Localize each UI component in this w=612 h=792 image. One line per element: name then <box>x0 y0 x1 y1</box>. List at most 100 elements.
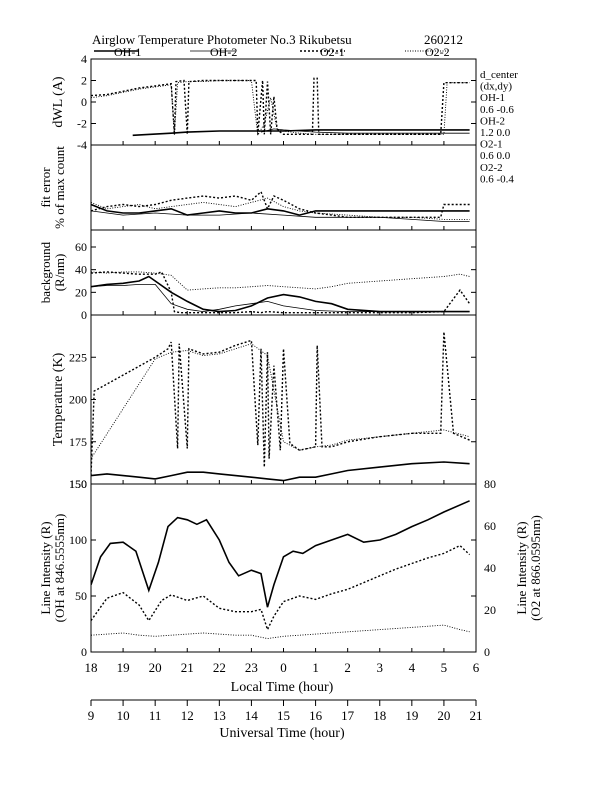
y-tick-label: 225 <box>69 350 87 364</box>
series-oh-1-line <box>91 203 470 216</box>
y-tick-label: -4 <box>77 138 87 152</box>
y-tick-label: 100 <box>69 533 87 547</box>
legend: OH-1 OH-2 O2-1 O2-2 <box>94 45 450 59</box>
series-o2-2-line <box>91 343 470 459</box>
local-time-tick-label: 22 <box>213 660 226 675</box>
panel-frame <box>90 483 477 653</box>
y-right-axis-label: (O2 at 866.0595nm) <box>528 515 543 621</box>
universal-time-label: Universal Time (hour) <box>219 726 345 741</box>
universal-time-tick-label: 11 <box>149 708 162 723</box>
figure-date-code: 260212 <box>424 32 463 47</box>
universal-time-tick-label: 13 <box>213 708 226 723</box>
universal-time-tick-label: 12 <box>181 708 194 723</box>
universal-time-tick-label: 20 <box>437 708 450 723</box>
local-time-tick-label: 4 <box>409 660 416 675</box>
legend-item-oh-2: OH-2 <box>190 45 237 59</box>
y-axis-label: % of max count <box>52 146 67 229</box>
local-time-tick-label: 23 <box>245 660 258 675</box>
legend-item-o2-1: O2-1 <box>300 45 345 59</box>
series-oh-1-line <box>91 275 470 313</box>
figure-title: Airglow Temperature Photometer No.3 Riku… <box>92 32 352 47</box>
universal-time-tick-label: 10 <box>117 708 130 723</box>
series-oh-2-line <box>91 283 470 313</box>
local-time-tick-label: 5 <box>441 660 448 675</box>
series-oh-1-line <box>91 461 470 482</box>
y-tick-label: 0 <box>81 645 87 659</box>
series-oh-1-line <box>132 129 470 137</box>
side-note-line: 0.6 0.0 <box>480 150 511 162</box>
universal-time-tick-label: 21 <box>470 708 483 723</box>
series-o2-1-line <box>91 331 470 476</box>
universal-time-tick-label: 16 <box>309 708 323 723</box>
side-note-line: 1.2 0.0 <box>480 127 511 139</box>
series-oh-1-line <box>91 500 470 608</box>
local-time-tick-label: 3 <box>377 660 384 675</box>
local-time-tick-label: 19 <box>117 660 130 675</box>
local-time-tick-label: 18 <box>85 660 98 675</box>
local-time-tick-label: 2 <box>344 660 351 675</box>
time-axes: 18 19 20 21 22 23 0 1 2 3 4 5 69 10 11 12 13 14 15 16 17 18 19… <box>85 660 483 723</box>
side-note-line: d_center <box>480 69 518 81</box>
panels: -4 -2 0 2 4 dWL (A) fit error% of max count 0 20… <box>38 52 543 659</box>
legend-label: OH-2 <box>210 45 237 59</box>
y-right-tick-label: 0 <box>484 645 490 659</box>
side-note-line: 0.6 -0.6 <box>480 104 514 116</box>
y-right-tick-label: 80 <box>484 477 496 491</box>
side-note-line: (dx,dy) <box>480 81 512 93</box>
y-tick-label: -2 <box>77 117 87 131</box>
y-tick-label: 150 <box>69 477 87 491</box>
side-note-line: 0.6 -0.4 <box>480 173 514 185</box>
series-o2-2-line <box>91 80 470 137</box>
legend-label: O2-1 <box>320 45 345 59</box>
legend-item-o2-2: O2-2 <box>405 45 450 59</box>
series-o2-2-line <box>91 624 470 640</box>
y-tick-label: 0 <box>81 95 87 109</box>
y-tick-label: 0 <box>81 308 87 322</box>
series-o2-2-line <box>91 197 470 220</box>
universal-time-tick-label: 18 <box>373 708 386 723</box>
legend-label: OH-1 <box>114 45 141 59</box>
y-tick-label: 4 <box>81 52 87 66</box>
legend-item-oh-1: OH-1 <box>94 45 141 59</box>
y-tick-label: 2 <box>81 74 87 88</box>
panel-dwl: -4 -2 0 2 4 dWL (A) <box>51 52 477 152</box>
y-right-tick-label: 20 <box>484 603 496 617</box>
series-o2-1-line <box>91 271 471 314</box>
y-axis-label: background <box>38 241 53 303</box>
universal-time-tick-label: 14 <box>245 708 259 723</box>
y-axis-label: (OH at 846.5555nm) <box>52 514 67 623</box>
y-tick-label: 200 <box>69 393 87 407</box>
local-time-label: Local Time (hour) <box>231 680 334 695</box>
y-tick-label: 60 <box>75 240 87 254</box>
side-note-line: O2-1 <box>480 139 503 151</box>
series-oh-2-line <box>91 210 470 222</box>
y-tick-label: 175 <box>69 435 87 449</box>
local-time-tick-label: 1 <box>312 660 319 675</box>
series-o2-1-line <box>91 77 470 136</box>
universal-time-tick-label: 9 <box>88 708 95 723</box>
panel-frame <box>90 58 477 146</box>
side-notes: d_center(dx,dy)OH-10.6 -0.6OH-21.2 0.0O2… <box>480 69 518 185</box>
legend-label: O2-2 <box>425 45 450 59</box>
local-time-tick-label: 21 <box>181 660 194 675</box>
universal-time-tick-label: 15 <box>277 708 290 723</box>
y-axis-label: (R/nm) <box>52 254 67 292</box>
side-note-line: OH-2 <box>480 115 505 127</box>
y-axis-label: Temperature (K) <box>51 352 66 446</box>
local-time-tick-label: 0 <box>280 660 287 675</box>
y-tick-label: 50 <box>75 589 87 603</box>
y-tick-label: 40 <box>75 263 87 277</box>
panel-frame <box>90 314 477 485</box>
local-time-tick-label: 20 <box>149 660 162 675</box>
series-o2-1-line <box>91 190 470 219</box>
local-time-tick-label: 6 <box>473 660 480 675</box>
y-tick-label: 20 <box>75 285 87 299</box>
panel-background: 0 20 40 60 background (R/nm) <box>38 229 477 322</box>
y-right-tick-label: 60 <box>484 519 496 533</box>
side-note-line: OH-1 <box>480 92 505 104</box>
universal-time-tick-label: 17 <box>341 708 355 723</box>
side-note-line: O2-2 <box>480 162 503 174</box>
